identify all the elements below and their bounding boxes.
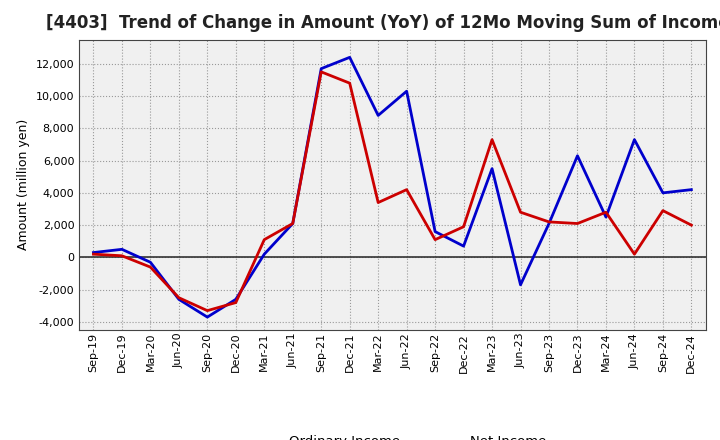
Ordinary Income xyxy=(232,297,240,302)
Net Income xyxy=(374,200,382,205)
Ordinary Income xyxy=(487,166,496,171)
Net Income xyxy=(89,252,98,257)
Ordinary Income xyxy=(317,66,325,71)
Ordinary Income xyxy=(602,214,611,220)
Net Income xyxy=(545,219,554,224)
Net Income xyxy=(174,295,183,301)
Ordinary Income xyxy=(117,247,126,252)
Net Income xyxy=(516,209,525,215)
Ordinary Income xyxy=(260,252,269,257)
Ordinary Income xyxy=(516,282,525,287)
Net Income xyxy=(573,221,582,226)
Line: Net Income: Net Income xyxy=(94,72,691,311)
Ordinary Income xyxy=(146,260,155,265)
Net Income xyxy=(203,308,212,313)
Net Income xyxy=(117,253,126,258)
Net Income xyxy=(602,209,611,215)
Ordinary Income xyxy=(374,113,382,118)
Ordinary Income xyxy=(174,297,183,302)
Net Income xyxy=(289,221,297,226)
Title: [4403]  Trend of Change in Amount (YoY) of 12Mo Moving Sum of Incomes: [4403] Trend of Change in Amount (YoY) o… xyxy=(45,15,720,33)
Ordinary Income xyxy=(203,315,212,320)
Ordinary Income xyxy=(687,187,696,192)
Ordinary Income xyxy=(545,221,554,226)
Net Income xyxy=(346,81,354,86)
Ordinary Income xyxy=(459,243,468,249)
Ordinary Income xyxy=(630,137,639,142)
Ordinary Income xyxy=(289,221,297,226)
Line: Ordinary Income: Ordinary Income xyxy=(94,57,691,317)
Net Income xyxy=(402,187,411,192)
Net Income xyxy=(630,252,639,257)
Legend: Ordinary Income, Net Income: Ordinary Income, Net Income xyxy=(233,429,552,440)
Net Income xyxy=(260,237,269,242)
Ordinary Income xyxy=(346,55,354,60)
Net Income xyxy=(659,208,667,213)
Net Income xyxy=(687,223,696,228)
Ordinary Income xyxy=(659,190,667,195)
Y-axis label: Amount (million yen): Amount (million yen) xyxy=(17,119,30,250)
Net Income xyxy=(232,300,240,305)
Ordinary Income xyxy=(431,229,439,234)
Net Income xyxy=(459,224,468,229)
Ordinary Income xyxy=(402,88,411,94)
Ordinary Income xyxy=(89,250,98,255)
Net Income xyxy=(431,237,439,242)
Net Income xyxy=(317,69,325,74)
Ordinary Income xyxy=(573,153,582,158)
Net Income xyxy=(487,137,496,142)
Net Income xyxy=(146,264,155,270)
